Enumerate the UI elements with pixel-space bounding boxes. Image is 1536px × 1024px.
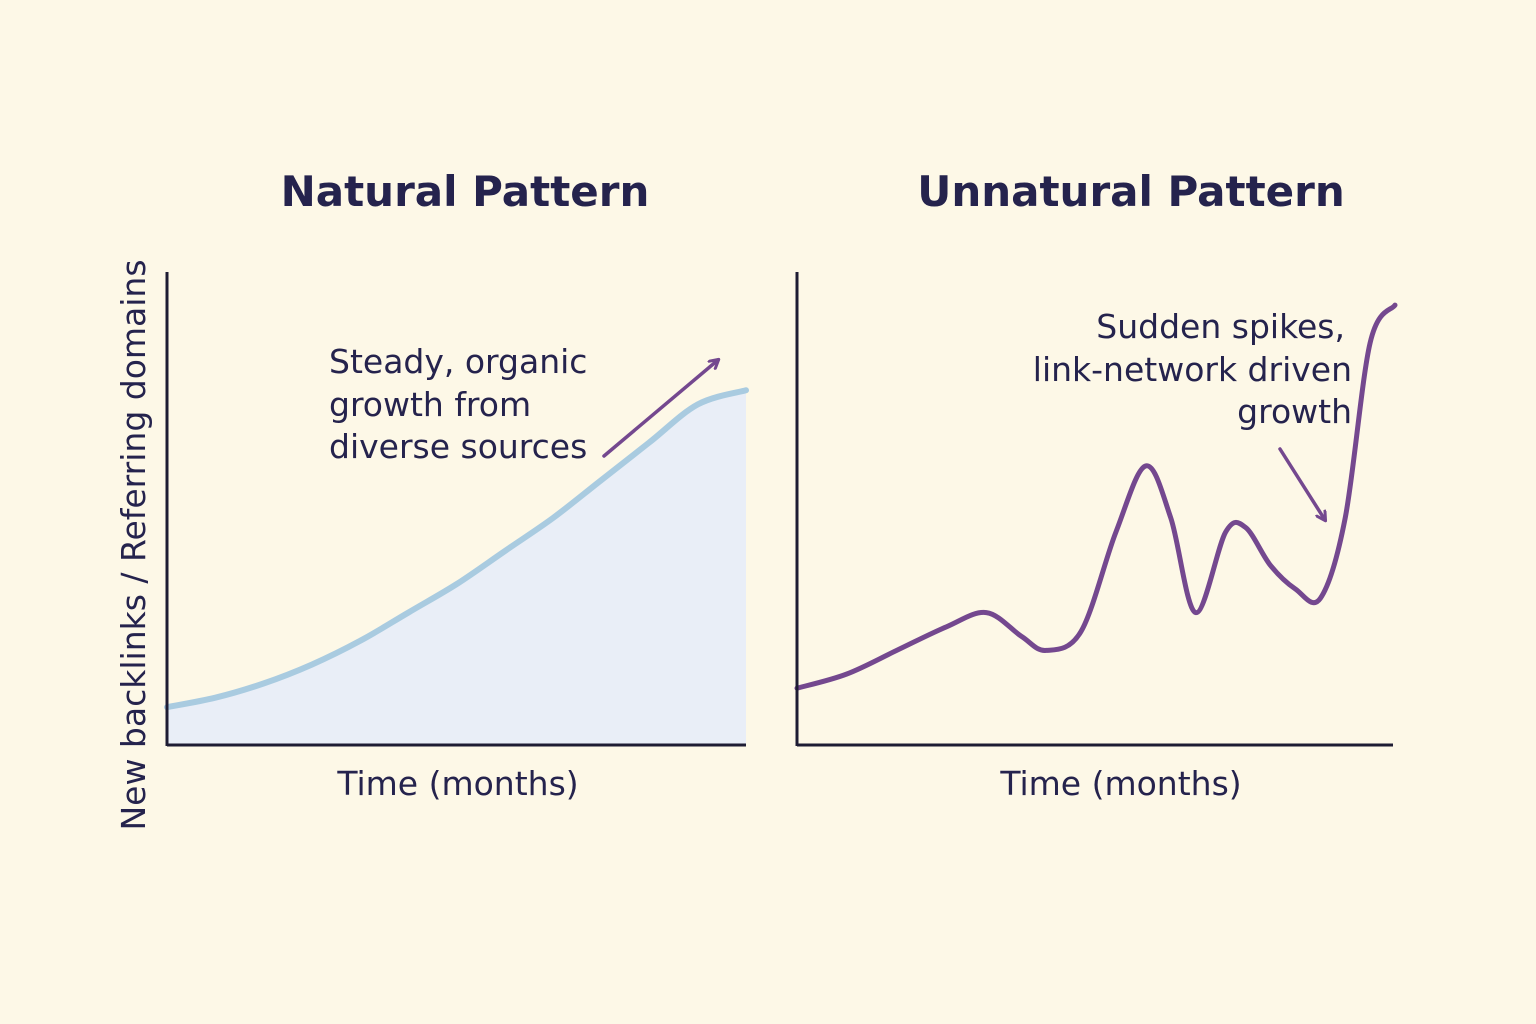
unnatural-annotation-line-1: Sudden spikes, xyxy=(1096,307,1345,346)
unnatural-chart-title: Unnatural Pattern xyxy=(917,167,1345,216)
natural-annotation-line-3: diverse sources xyxy=(329,427,587,466)
natural-chart-title: Natural Pattern xyxy=(281,167,650,216)
natural-annotation-line-2: growth from xyxy=(329,385,531,424)
shared-y-axis-label: New backlinks / Referring domains xyxy=(114,259,153,830)
natural-series-line xyxy=(164,387,749,711)
unnatural-annotation-line-2: link-network driven xyxy=(1033,350,1352,389)
natural-pattern-panel: Natural Pattern Time (months) New backli… xyxy=(114,167,749,831)
unnatural-series-line xyxy=(794,302,1398,691)
natural-annotation-arrow xyxy=(602,360,718,458)
unnatural-pattern-panel: Unnatural Pattern Time (months) Sudden s… xyxy=(794,167,1398,803)
natural-annotation-line-1: Steady, organic xyxy=(329,342,587,381)
natural-area-fill xyxy=(167,390,746,745)
unnatural-x-axis-label: Time (months) xyxy=(999,764,1241,803)
unnatural-annotation-arrow xyxy=(1278,447,1325,520)
unnatural-annotation-line-3: growth xyxy=(1237,392,1352,431)
natural-x-axis-label: Time (months) xyxy=(336,764,578,803)
